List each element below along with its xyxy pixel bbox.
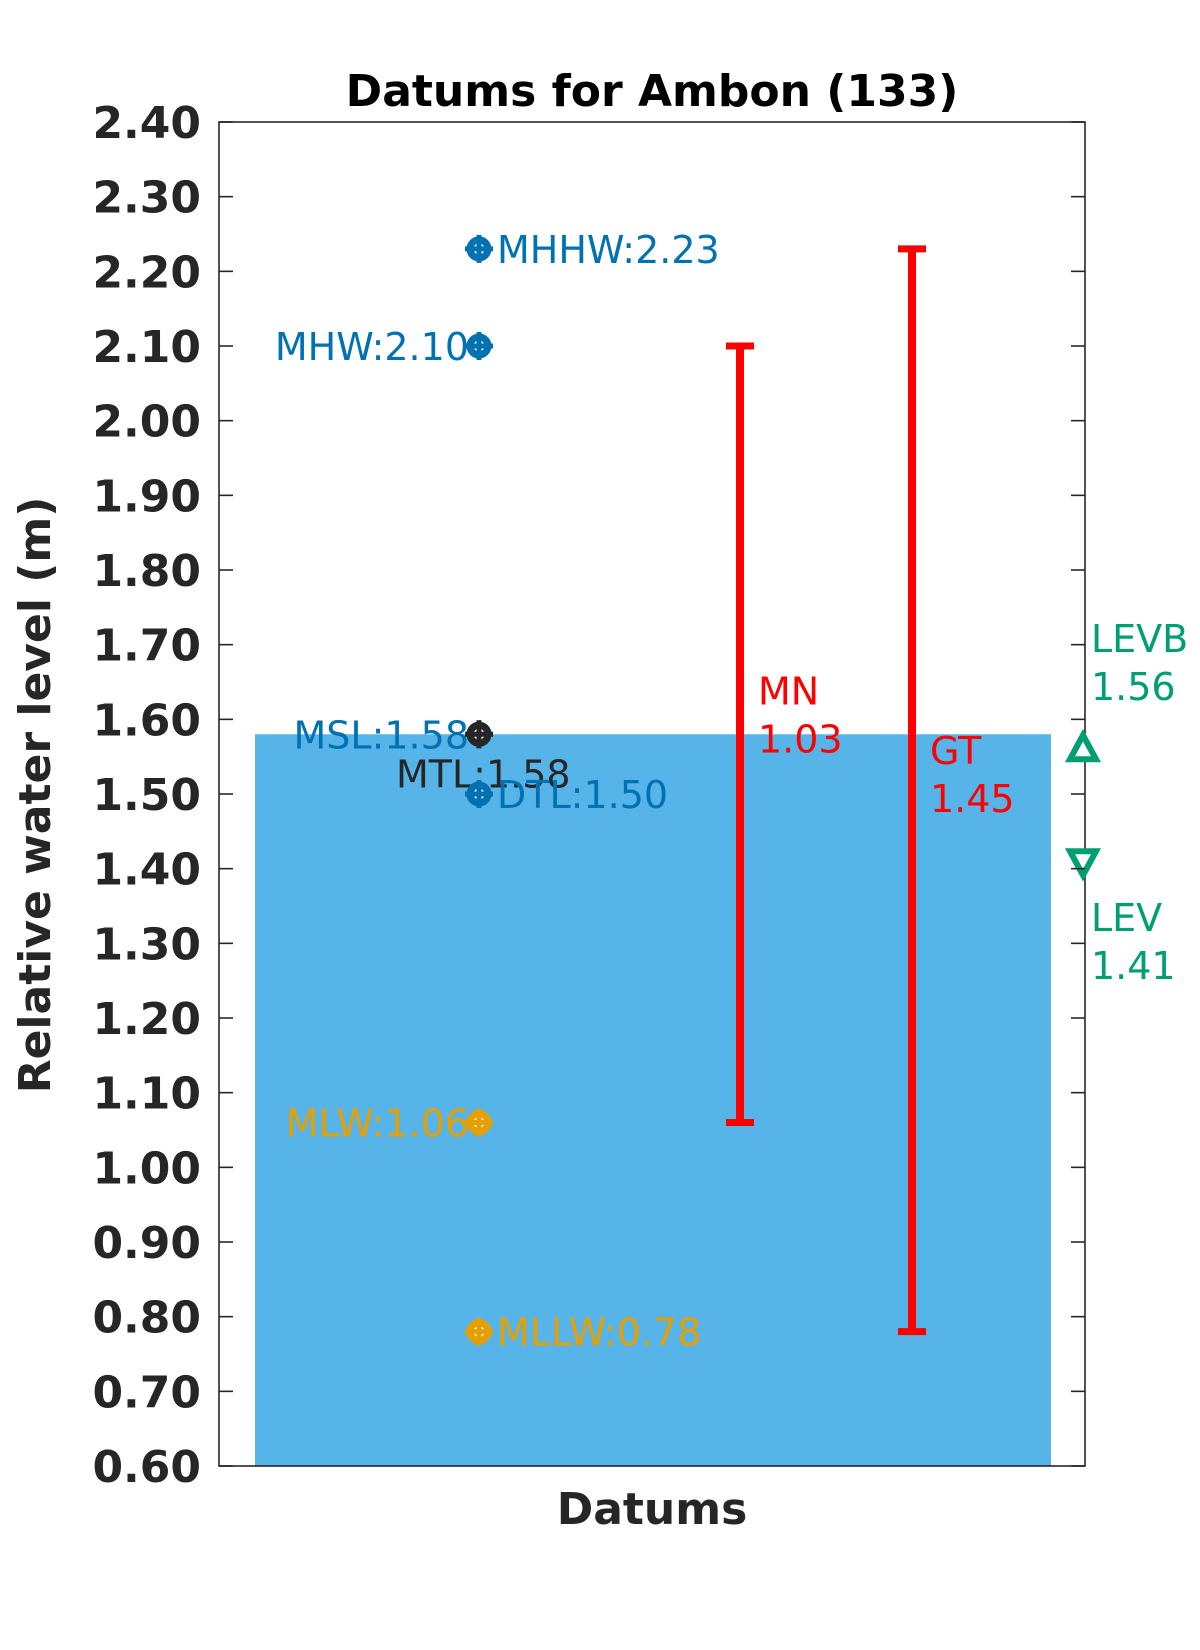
y-tick-label: 2.30: [92, 173, 201, 224]
range-value: 1.03: [758, 717, 843, 761]
y-tick-label: 2.20: [92, 247, 201, 298]
range-value: 1.45: [930, 777, 1015, 821]
y-tick-label: 1.80: [92, 546, 201, 597]
y-tick-label: 1.40: [92, 845, 201, 896]
datum-mhw: MHW:2.10: [275, 325, 493, 369]
extreme-value: 1.41: [1091, 944, 1176, 988]
plot-area: MN1.03 GT1.45MHHW:2.23MHW:2.10MSL:1.58MTL…: [218, 121, 1188, 1467]
y-tick-label: 1.60: [92, 695, 201, 746]
msl-bar: [255, 734, 1051, 1466]
range-mn: MN1.03: [726, 342, 843, 1127]
y-tick-label: 1.50: [92, 770, 201, 821]
datum-label: MLLW:0.78: [497, 1311, 701, 1355]
y-tick-label: 2.40: [92, 98, 201, 149]
y-tick-label: 0.80: [92, 1293, 201, 1344]
y-tick-label: 2.10: [92, 322, 201, 373]
datum-label: MHHW:2.23: [497, 228, 720, 272]
y-tick-label: 1.20: [92, 994, 201, 1045]
datum-mlw: MLW:1.06: [286, 1102, 493, 1146]
datum-dtl: DTL:1.50: [465, 773, 668, 817]
x-axis-label: Datums: [557, 1484, 748, 1535]
y-axis: 0.60 0.70 0.80 0.90 1.00 1.10 1.20 1.30 1.40 1.50…: [92, 98, 1085, 1493]
y-tick-label: 1.90: [92, 471, 201, 522]
datum-mhhw: MHHW:2.23: [465, 228, 720, 272]
datum-label: MLW:1.06: [286, 1102, 469, 1146]
datum-mllw: MLLW:0.78: [465, 1311, 701, 1355]
extreme-value: 1.56: [1091, 665, 1176, 709]
datum-label: DTL:1.50: [497, 773, 668, 817]
datum-label: MHW:2.10: [275, 325, 469, 369]
y-tick-label: 0.70: [92, 1367, 201, 1418]
y-tick-label: 1.00: [92, 1143, 201, 1194]
range-gt: GT1.45: [898, 245, 1015, 1336]
y-tick-label: 0.60: [92, 1442, 201, 1493]
y-tick-label: 2.00: [92, 397, 201, 448]
y-tick-label: 0.90: [92, 1218, 201, 1269]
extreme-name: LEVB: [1091, 617, 1188, 661]
datum-msl: MSL:1.58: [294, 713, 493, 757]
extreme-name: LEV: [1091, 896, 1162, 940]
y-tick-label: 1.70: [92, 621, 201, 672]
y-axis-label: Relative water level (m): [10, 497, 61, 1094]
y-tick-label: 1.30: [92, 919, 201, 970]
range-name: GT: [930, 729, 982, 773]
range-name: MN: [758, 669, 819, 713]
y-tick-label: 1.10: [92, 1069, 201, 1120]
chart-title: Datums for Ambon (133): [346, 66, 959, 117]
extreme-marker: [1064, 848, 1102, 882]
extreme-marker: [1064, 728, 1102, 763]
datum-label: MSL:1.58: [294, 713, 470, 757]
